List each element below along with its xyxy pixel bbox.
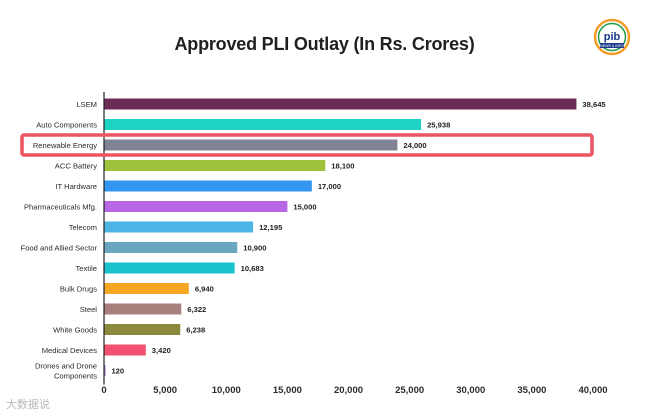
value-label: 10,900	[243, 244, 266, 253]
bar	[104, 324, 181, 335]
value-label: 24,000	[403, 141, 426, 150]
bar	[104, 98, 577, 110]
value-label: 25,938	[427, 121, 450, 130]
bar	[104, 201, 288, 212]
value-label: 12,195	[259, 223, 283, 232]
value-label: 38,645	[582, 100, 606, 109]
pib-logo-band	[600, 43, 624, 48]
pib-logo-subtext: NEWS & INFO	[600, 44, 624, 48]
category-label: Renewable Energy	[33, 141, 97, 150]
bars-group	[104, 98, 577, 376]
bar	[104, 221, 254, 233]
x-tick-label: 20,000	[334, 385, 363, 396]
category-labels: LSEM Auto Components Renewable Energy ACC B…	[21, 100, 98, 381]
x-tick-label: 25,000	[395, 385, 424, 396]
x-tick-label: 5,000	[153, 385, 177, 396]
bar	[104, 303, 182, 315]
value-label: 6,238	[186, 326, 205, 335]
bar	[104, 180, 312, 192]
pib-logo-inner-ring	[597, 22, 627, 52]
bar	[104, 344, 146, 356]
category-label: Components	[54, 372, 97, 381]
value-label: 3,420	[152, 346, 171, 355]
value-label: 18,100	[331, 162, 354, 171]
bar	[104, 242, 238, 253]
value-label: 17,000	[318, 182, 341, 191]
category-label: Food and Allied Sector	[21, 244, 98, 253]
x-tick-label: 15,000	[273, 385, 302, 396]
value-labels: 38,645 25,938 24,000 18,100 17,000 15,000 12,1…	[111, 100, 606, 376]
pib-logo-text: pib	[604, 31, 621, 43]
x-tick-label: 10,000	[212, 385, 241, 396]
bar	[104, 160, 326, 171]
x-tick-label: 35,000	[517, 385, 546, 396]
category-label: LSEM	[76, 100, 97, 109]
x-axis: 0 5,000 10,000 15,000 20,000 25,000 30,000 35,0…	[101, 92, 608, 396]
category-label: Telecom	[69, 223, 97, 232]
category-label: IT Hardware	[55, 182, 97, 191]
bar	[104, 119, 422, 130]
category-label: White Goods	[53, 326, 97, 335]
x-tick-label: 0	[101, 385, 106, 396]
category-label: Steel	[80, 305, 98, 314]
value-label: 120	[111, 367, 124, 376]
category-label: Drones and Drone	[35, 362, 97, 371]
x-tick-label: 30,000	[456, 385, 485, 396]
value-label: 10,683	[241, 264, 264, 273]
bar	[104, 365, 106, 376]
category-label: Textile	[75, 264, 97, 273]
value-label: 6,940	[195, 285, 214, 294]
bar	[104, 283, 189, 294]
value-label: 6,322	[187, 305, 206, 314]
category-label: Bulk Drugs	[60, 285, 97, 294]
watermark: 大数据说	[6, 399, 50, 411]
bar	[104, 262, 235, 274]
pib-logo: pib NEWS & INFO	[593, 18, 631, 56]
category-label: ACC Battery	[55, 162, 97, 171]
category-label: Medical Devices	[42, 346, 97, 355]
category-label: Pharmaceuticals Mfg.	[24, 203, 97, 212]
value-label: 15,000	[293, 203, 316, 212]
x-tick-label: 40,000	[578, 385, 607, 396]
category-label: Auto Components	[36, 121, 97, 130]
bar	[104, 139, 398, 151]
highlight-box	[20, 133, 594, 157]
chart-title: Approved PLI Outlay (In Rs. Crores)	[174, 34, 475, 54]
